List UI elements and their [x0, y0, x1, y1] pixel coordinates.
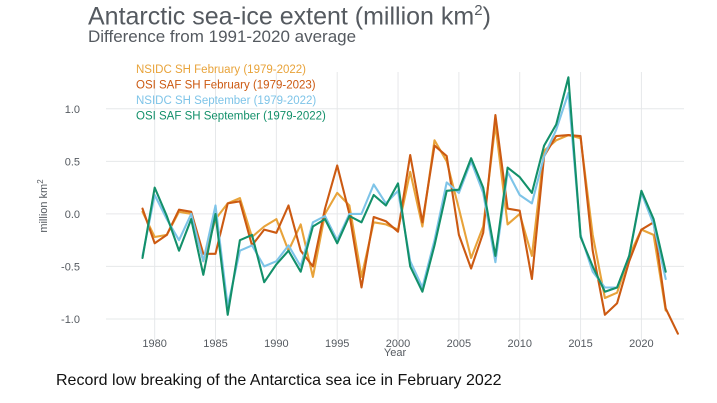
- x-tick-label: 2010: [507, 338, 531, 350]
- grid: [106, 72, 684, 340]
- x-tick-label: 2020: [629, 338, 653, 350]
- series-line-2: [141, 114, 679, 335]
- x-axis-ticks: 1980 1985 1990 1995 2000 2005 2010 2015 2020: [142, 338, 653, 350]
- chart-title-superscript: 2: [474, 2, 483, 19]
- y-axis-label-text: million km: [38, 184, 50, 233]
- x-axis-label: Year: [384, 347, 407, 359]
- y-tick-label: -0.5: [61, 261, 80, 273]
- legend-entry-2: OSI SAF SH February (1979-2023): [136, 80, 316, 92]
- legend: NSIDC SH February (1979-2022) OSI SAF SH …: [136, 64, 326, 123]
- x-tick-label: 1980: [142, 338, 166, 350]
- series-line-4: [141, 76, 667, 316]
- y-tick-label: 0.0: [65, 209, 80, 221]
- x-tick-label: 2000: [386, 338, 410, 350]
- series-lines: [141, 76, 679, 335]
- chart-title-text: Antarctic sea-ice extent (million km: [88, 2, 475, 31]
- y-tick-label: 1.0: [65, 104, 80, 116]
- legend-entry-4: OSI SAF SH September (1979-2022): [136, 111, 326, 123]
- x-tick-label: 1985: [203, 338, 227, 350]
- y-axis-ticks: 1.0 0.5 0.0 -0.5 -1.0: [61, 104, 80, 326]
- x-tick-label: 2005: [447, 338, 471, 350]
- legend-entry-3: NSIDC SH September (1979-2022): [136, 95, 316, 107]
- x-tick-label: 1990: [264, 338, 288, 350]
- chart-title-suffix: ): [482, 2, 491, 31]
- series-line-1: [141, 123, 667, 312]
- y-axis-label-superscript: 2: [36, 179, 45, 184]
- chart-title: Antarctic sea-ice extent (million km2): [88, 2, 491, 31]
- x-tick-label: 2015: [568, 338, 592, 350]
- y-tick-label: 0.5: [65, 156, 80, 168]
- caption: Record low breaking of the Antarctica se…: [56, 372, 502, 389]
- line-chart: 1.0 0.5 0.0 -0.5 -1.0 1980 1985 1990 1995 2000 20…: [36, 64, 684, 359]
- chart-subtitle: Difference from 1991-2020 average: [88, 27, 357, 46]
- y-tick-label: -1.0: [61, 314, 80, 326]
- legend-entry-1: NSIDC SH February (1979-2022): [136, 64, 306, 76]
- y-axis-label: million km2: [36, 179, 51, 233]
- x-tick-label: 1995: [325, 338, 349, 350]
